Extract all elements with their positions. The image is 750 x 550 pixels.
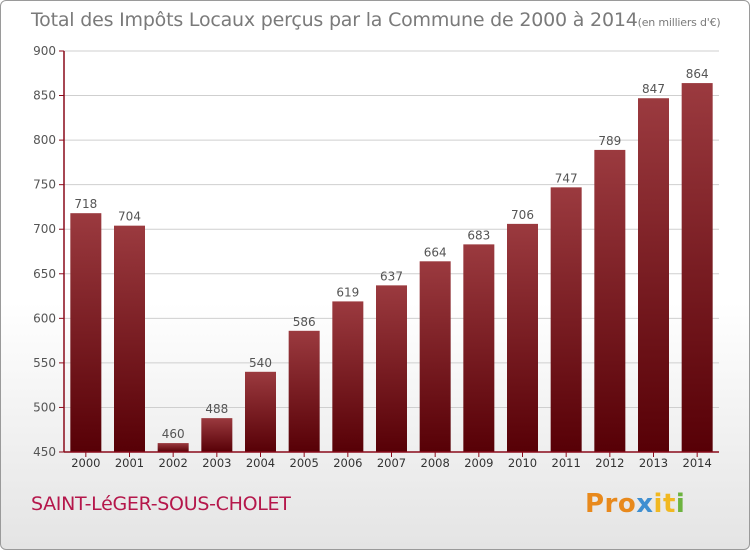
bar-value-label: 619: [336, 285, 359, 299]
x-tick-label: 2013: [639, 456, 668, 470]
bar-value-label: 586: [293, 315, 316, 329]
x-tick-label: 2009: [464, 456, 493, 470]
bar-value-label: 747: [555, 171, 578, 185]
bar-value-label: 460: [162, 427, 185, 441]
bar-value-label: 706: [511, 208, 534, 222]
bar: [463, 244, 495, 452]
y-tick-label: 500: [33, 400, 56, 414]
bar-value-label: 488: [205, 402, 228, 416]
y-tick-label: 650: [33, 267, 56, 281]
bar: [681, 83, 713, 452]
bar-value-label: 683: [467, 228, 490, 242]
logo-part-1: Pro: [585, 489, 637, 519]
y-tick-label: 600: [33, 311, 56, 325]
bars: [70, 83, 713, 453]
x-tick-label: 2003: [202, 456, 231, 470]
bar: [550, 187, 582, 452]
x-tick-label: 2004: [246, 456, 275, 470]
logo-part-2: x: [636, 489, 654, 519]
bar-value-label: 718: [74, 197, 97, 211]
y-tick-label: 550: [33, 356, 56, 370]
logo-part-4: i: [675, 489, 686, 519]
y-tick-label: 700: [33, 222, 56, 236]
bar-value-label: 847: [642, 82, 665, 96]
bar: [157, 443, 189, 452]
chart-title-unit: (en milliers d'€): [637, 16, 721, 29]
x-tick-label: 2000: [71, 456, 100, 470]
y-tick-label: 800: [33, 133, 56, 147]
x-tick-label: 2005: [290, 456, 319, 470]
x-tick-label: 2001: [115, 456, 144, 470]
x-tick-label: 2008: [421, 456, 450, 470]
x-tick-label: 2011: [552, 456, 581, 470]
logo-part-3: it: [653, 489, 676, 519]
bar: [288, 330, 320, 452]
bar: [332, 301, 364, 452]
bar-value-label: 540: [249, 356, 272, 370]
bar: [638, 98, 669, 453]
bar: [201, 418, 233, 452]
chart-title-main: Total des Impôts Locaux perçus par la Co…: [31, 9, 638, 31]
x-tick-label: 2010: [508, 456, 537, 470]
x-tick-label: 2014: [683, 456, 712, 470]
chart-title: Total des Impôts Locaux perçus par la Co…: [31, 9, 721, 31]
proxiti-logo[interactable]: Proxiti: [585, 489, 685, 519]
bar: [419, 261, 451, 452]
y-tick-label: 750: [33, 178, 56, 192]
y-tick-label: 900: [33, 44, 56, 58]
axes: 450 500 550 600 650 700 750 800 850 900 2000 2001 20…: [33, 44, 719, 470]
x-tick-label: 2007: [377, 456, 406, 470]
bar-value-label: 704: [118, 210, 141, 224]
bar-value-label: 864: [686, 67, 709, 81]
bar: [376, 285, 407, 452]
y-tick-label: 850: [33, 89, 56, 103]
y-tick-label: 450: [33, 445, 56, 459]
bar: [70, 213, 102, 452]
x-tick-label: 2012: [595, 456, 624, 470]
data-labels: 718 704 460 488 540 586 619 637 664 683 706 747 789 8…: [74, 67, 708, 441]
bar: [507, 223, 538, 452]
x-tick-label: 2002: [159, 456, 188, 470]
x-tick-label: 2006: [333, 456, 362, 470]
bar: [245, 371, 276, 452]
bar-value-label: 637: [380, 269, 403, 283]
bar-value-label: 664: [424, 245, 447, 259]
bar-value-label: 789: [598, 134, 621, 148]
bar: [114, 225, 145, 452]
bar: [594, 149, 626, 452]
commune-name: SAINT-LéGER-SOUS-CHOLET: [31, 493, 291, 515]
